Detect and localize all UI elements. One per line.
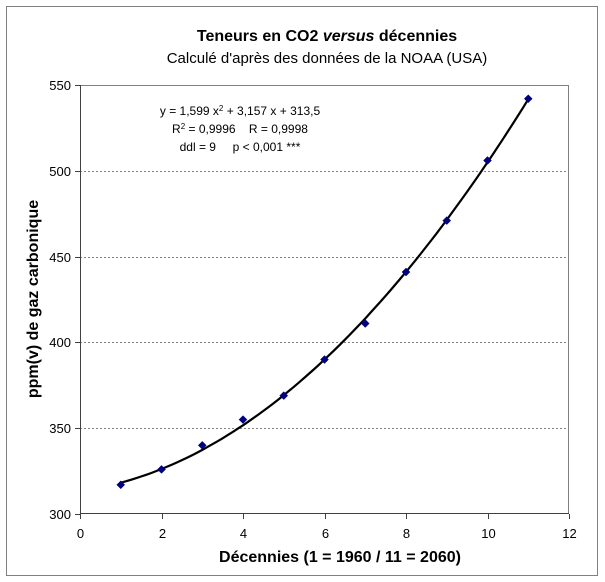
x-tick-label: 6: [322, 526, 329, 541]
data-point: [238, 415, 248, 424]
y-tick-label: 450: [49, 250, 71, 265]
x-tick-label: 8: [403, 526, 410, 541]
equation-part: + 3,157 x + 313,5: [223, 104, 320, 118]
data-points: [116, 94, 533, 490]
x-axis-title: Décennies (1 = 1960 / 11 = 2060): [219, 549, 461, 566]
x-tick-label: 12: [562, 526, 576, 541]
data-point: [197, 441, 207, 450]
y-ticks: 300 350 400 450 500 550: [49, 78, 80, 522]
y-tick-label: 300: [49, 507, 71, 522]
x-tick-label: 10: [481, 526, 495, 541]
ddl-text: ddl = 9 p < 0,001 ***: [180, 140, 301, 154]
y-tick-label: 350: [49, 421, 71, 436]
data-point: [279, 391, 289, 400]
data-point: [320, 355, 329, 364]
data-point: [442, 216, 452, 225]
equation-text: y = 1,599 x2 + 3,157 x + 313,5: [160, 104, 321, 119]
chart-frame: [6, 6, 598, 576]
data-point: [401, 267, 411, 277]
data-point: [116, 480, 126, 490]
x-tick-label: 0: [77, 526, 84, 541]
title-part-1: Teneurs en CO2: [197, 28, 323, 45]
title-part-3: décennies: [374, 28, 457, 45]
r-exponent: 2: [181, 122, 186, 131]
chart-title: Teneurs en CO2 versus décennies: [197, 28, 457, 45]
data-point: [523, 94, 533, 104]
r-part: = 0,9996 R = 0,9998: [185, 122, 308, 136]
data-point: [360, 319, 370, 328]
y-tick-label: 550: [49, 78, 71, 93]
regression-annotation: y = 1,599 x2 + 3,157 x + 313,5 R2 = 0,99…: [160, 104, 321, 155]
equation-exponent: 2: [219, 104, 224, 113]
chart-subtitle: Calculé d'après des données de la NOAA (…: [167, 50, 488, 67]
gridlines: [80, 171, 569, 429]
data-point: [483, 156, 492, 165]
x-tick-label: 4: [240, 526, 247, 541]
r-values-text: R2 = 0,9996 R = 0,9998: [172, 122, 308, 137]
y-tick-label: 400: [49, 335, 71, 350]
equation-part: y = 1,599 x: [160, 104, 219, 118]
r-part: R: [172, 122, 181, 136]
x-ticks: 0 2 4 6 8 10 12: [77, 514, 577, 541]
y-axis-title: ppm(v) de gaz carbonique: [25, 200, 42, 398]
x-tick-label: 2: [159, 526, 166, 541]
title-part-2: versus: [323, 28, 375, 45]
y-tick-label: 500: [49, 164, 71, 179]
data-point: [157, 465, 166, 474]
